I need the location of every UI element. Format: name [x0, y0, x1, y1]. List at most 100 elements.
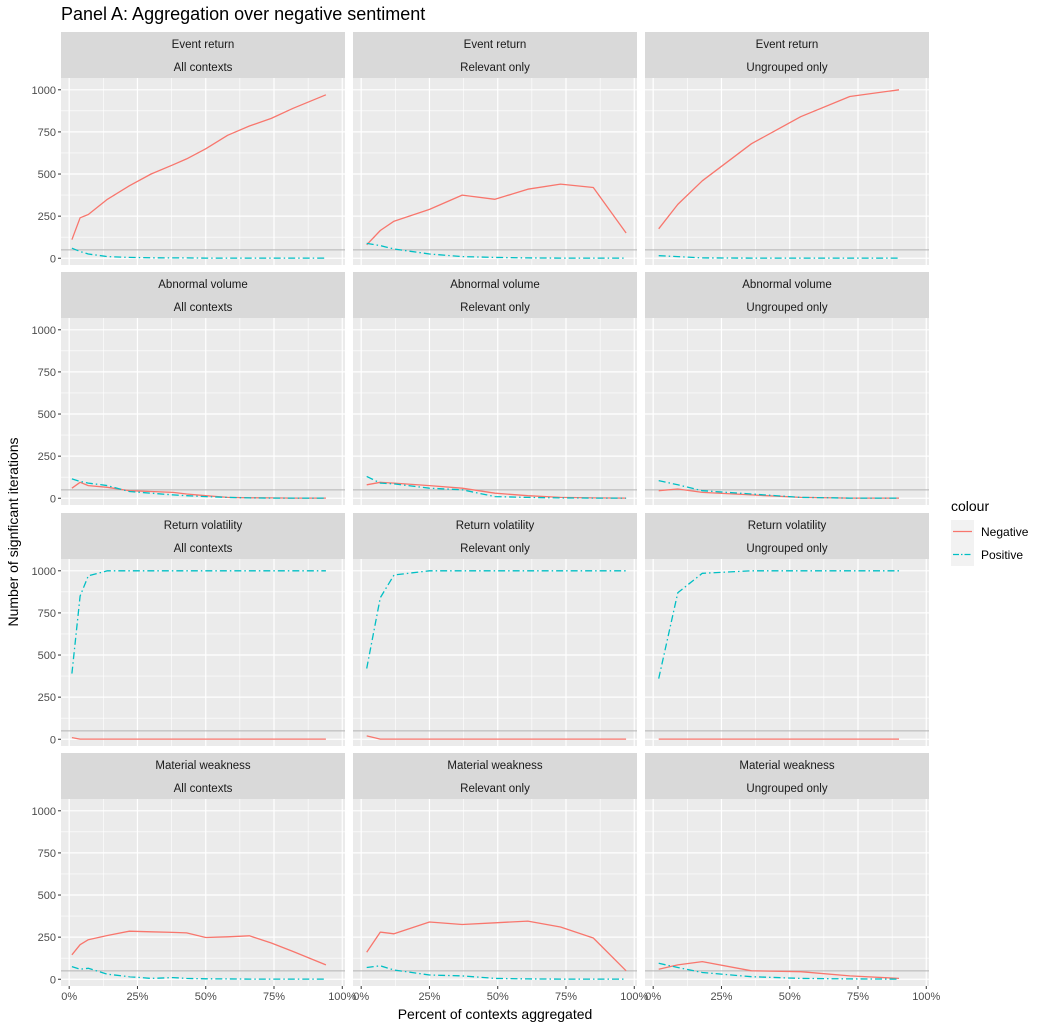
x-tick-label: 75% [847, 991, 869, 1003]
facet-col-label: All contexts [174, 783, 233, 795]
facet-strip-col [645, 536, 929, 559]
x-tick-label: 25% [126, 991, 148, 1003]
y-axis-ticks: 0 250 500 750 1000 0 250 500 750 1000 0 250 500 750 10… [32, 85, 61, 986]
facet-strip-col [61, 776, 345, 799]
y-tick-label: 750 [38, 848, 56, 860]
facet-panel: Event return Relevant only [353, 32, 637, 265]
series-line-positive [658, 255, 899, 259]
series-line-negative [658, 960, 900, 980]
panel-background [645, 799, 929, 986]
panel-background [61, 559, 345, 746]
panel-background [645, 559, 929, 746]
facet-panels: Event return All contexts Event return Rele… [61, 32, 929, 986]
facet-strip-row [61, 513, 345, 536]
facet-col-label: Ungrouped only [746, 543, 827, 555]
y-tick-label: 0 [50, 974, 56, 986]
series-line-negative [366, 920, 627, 972]
y-tick-label: 750 [38, 127, 56, 139]
series-line-positive [71, 570, 326, 674]
series-line-positive [658, 479, 899, 499]
facet-row-label: Abnormal volume [450, 279, 539, 291]
series-line-positive [366, 242, 627, 259]
y-tick-label: 1000 [32, 566, 56, 578]
x-tick-label: 50% [195, 991, 217, 1003]
y-tick-label: 750 [38, 608, 56, 620]
facet-row-label: Abnormal volume [742, 279, 831, 291]
facet-col-label: Ungrouped only [746, 783, 827, 795]
series-line-negative [658, 89, 900, 230]
series-line-negative [366, 481, 627, 499]
legend: colour Negative Positive [951, 498, 1029, 566]
series-line-positive [658, 570, 899, 679]
facet-strip-row [645, 753, 929, 776]
facet-col-label: All contexts [174, 62, 233, 74]
facet-panel: Return volatility Ungrouped only [645, 513, 929, 746]
x-axis-title: Percent of contexts aggregated [398, 1006, 593, 1022]
facet-col-label: All contexts [174, 543, 233, 555]
facet-strip-col [645, 776, 929, 799]
x-axis-ticks: 0% 25% 50% 75% 100%0% 25% 50% 75% 100%0% 25% 50% 75… [61, 986, 941, 1003]
facet-panel: Return volatility All contexts [61, 513, 345, 746]
facet-col-label: All contexts [174, 302, 233, 314]
y-tick-label: 1000 [32, 325, 56, 337]
y-tick-label: 1000 [32, 85, 56, 97]
legend-label: Negative [981, 525, 1029, 539]
facet-col-label: Relevant only [460, 783, 530, 795]
x-tick-label: 0% [645, 991, 661, 1003]
series-line-positive [71, 247, 326, 259]
y-tick-label: 250 [38, 451, 56, 463]
series-line-positive [658, 962, 900, 980]
series-line-negative [71, 930, 327, 966]
facet-panel: Abnormal volume Relevant only [353, 272, 637, 505]
x-tick-label: 50% [487, 991, 509, 1003]
legend-title: colour [951, 498, 989, 514]
y-tick-label: 500 [38, 409, 56, 421]
facet-strip-row [61, 753, 345, 776]
x-tick-label: 50% [779, 991, 801, 1003]
facet-row-label: Return volatility [456, 520, 535, 532]
facet-strip-row [353, 513, 637, 536]
facet-strip-col [353, 536, 637, 559]
facet-strip-col [61, 536, 345, 559]
y-tick-label: 500 [38, 890, 56, 902]
y-tick-label: 0 [50, 493, 56, 505]
facet-strip-row [353, 753, 637, 776]
panel-background [353, 559, 637, 746]
x-tick-label: 75% [263, 991, 285, 1003]
facet-col-label: Ungrouped only [746, 62, 827, 74]
facet-strip-row [61, 272, 345, 295]
series-line-positive [366, 965, 627, 980]
x-tick-label: 100% [328, 991, 356, 1003]
facet-row-label: Event return [756, 39, 819, 51]
x-tick-label: 75% [555, 991, 577, 1003]
facet-row-label: Event return [172, 39, 235, 51]
x-tick-label: 100% [620, 991, 648, 1003]
panel-background [61, 78, 345, 265]
legend-label: Positive [981, 548, 1023, 562]
facet-panel: Material weakness Ungrouped only [645, 753, 929, 986]
x-tick-label: 0% [353, 991, 369, 1003]
y-tick-label: 1000 [32, 806, 56, 818]
facet-col-label: Relevant only [460, 62, 530, 74]
facet-panel: Abnormal volume All contexts [61, 272, 345, 505]
series-line-positive [71, 478, 326, 499]
y-tick-label: 750 [38, 367, 56, 379]
x-tick-label: 0% [61, 991, 77, 1003]
facet-panel: Event return All contexts [61, 32, 345, 265]
series-line-negative [71, 481, 326, 499]
facet-strip-col [353, 295, 637, 318]
facet-panel: Event return Ungrouped only [645, 32, 929, 265]
y-tick-label: 0 [50, 253, 56, 265]
facet-strip-col [353, 55, 637, 78]
y-tick-label: 500 [38, 650, 56, 662]
x-tick-label: 25% [710, 991, 732, 1003]
y-tick-label: 250 [38, 211, 56, 223]
series-line-negative [366, 183, 627, 246]
series-line-negative [366, 735, 627, 740]
y-axis-title: Number of signficant iterations [5, 437, 21, 626]
facet-row-label: Return volatility [164, 520, 243, 532]
panel-background [645, 318, 929, 505]
facet-strip-col [645, 55, 929, 78]
facet-strip-row [61, 32, 345, 55]
